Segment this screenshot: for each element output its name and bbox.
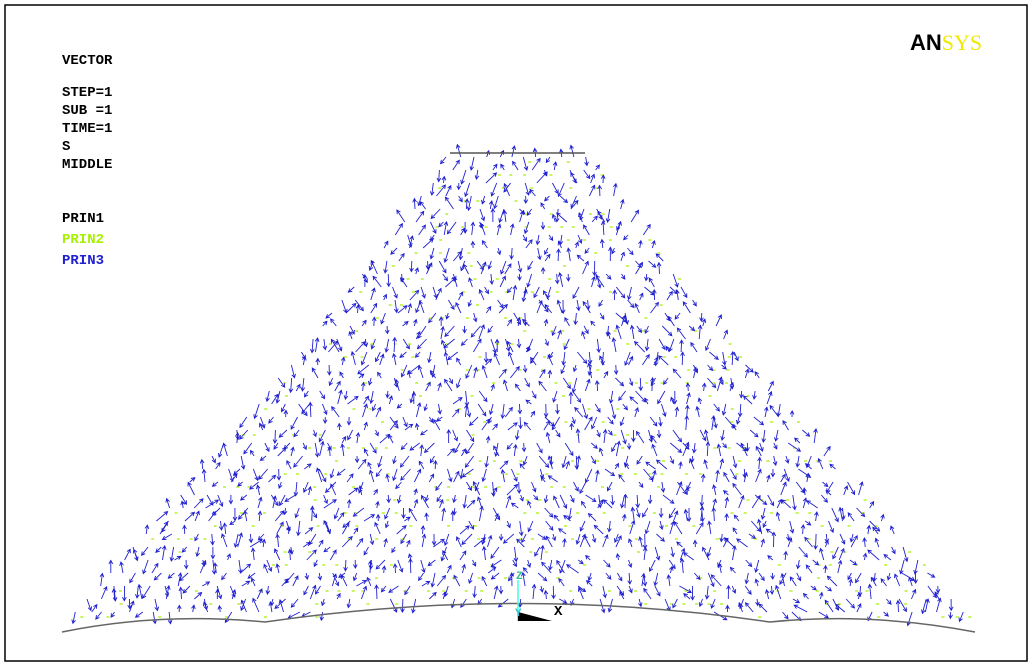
triad-label: Z	[516, 571, 523, 583]
info-line: MIDDLE	[62, 157, 112, 173]
legend-entry: PRIN1	[62, 211, 104, 227]
triad-label: Y	[515, 608, 522, 620]
legend-entry: PRIN3	[62, 253, 104, 269]
triad-label: X	[554, 604, 563, 620]
legend-title: VECTOR	[62, 53, 113, 69]
info-line: S	[62, 139, 70, 155]
legend-entry: PRIN2	[62, 232, 104, 248]
info-line: TIME=1	[62, 121, 112, 137]
logo-prefix: AN	[910, 30, 942, 55]
logo-suffix: SYS	[942, 30, 982, 55]
ansys-window: VECTOR STEP=1 SUB =1 TIME=1 S MIDDLE PRI…	[0, 0, 1033, 667]
info-line: STEP=1	[62, 85, 112, 101]
info-line: SUB =1	[62, 103, 112, 119]
logo: ANSYS	[910, 30, 982, 55]
